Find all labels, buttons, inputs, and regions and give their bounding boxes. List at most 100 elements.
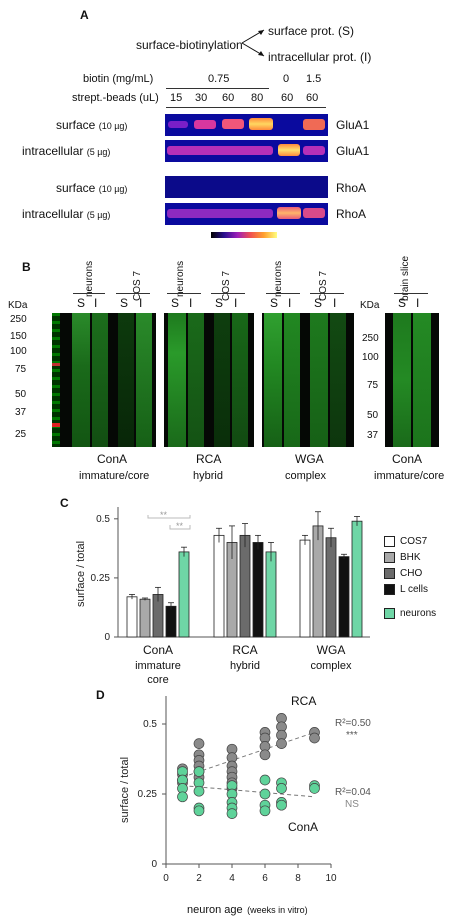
legend-label: CHO xyxy=(400,567,423,579)
bar-cos7 xyxy=(126,596,138,638)
kda-label-right: KDa xyxy=(360,300,380,311)
y-axis-title: surface / total xyxy=(119,757,131,823)
blot-surface-rhoa xyxy=(165,176,328,198)
data-point-rca xyxy=(193,738,205,749)
protein-label-glua1: GluA1 xyxy=(336,118,370,132)
cona-series-label: ConA xyxy=(288,820,319,834)
kda-marker: 100 xyxy=(10,346,27,357)
lectin-name: WGA xyxy=(295,452,324,466)
lane-label-s: S xyxy=(270,296,279,310)
lectin-type: immature/core xyxy=(79,470,150,482)
lane-label-s: S xyxy=(77,296,86,310)
legend-label: BHK xyxy=(400,551,421,563)
trend-line-rca xyxy=(182,731,315,778)
rca-significance: *** xyxy=(346,730,358,741)
data-point-cona xyxy=(193,785,205,797)
biotin-label: biotin (mg/mL) xyxy=(83,73,154,85)
bar-bhk xyxy=(312,525,324,638)
bar-cos7 xyxy=(299,539,311,638)
lane-label-s: S xyxy=(120,296,129,310)
lectin-name: ConA xyxy=(392,452,423,466)
beads-value: 80 xyxy=(251,92,264,104)
lane-label-s: S xyxy=(171,296,180,310)
x-category-label: core xyxy=(147,674,168,686)
kda-marker: 250 xyxy=(362,333,379,344)
gel-header: neurons xyxy=(273,260,284,297)
legend-label: COS7 xyxy=(400,535,428,547)
data-point-rca xyxy=(259,749,271,761)
x-tick-label: 10 xyxy=(325,873,337,884)
gel-header: neurons xyxy=(84,260,95,297)
lane-label-i: I xyxy=(139,296,143,310)
x-category-label: immature xyxy=(135,660,181,672)
panel-a-letter: A xyxy=(80,8,89,22)
header-underline xyxy=(73,293,105,294)
bar-l-cells xyxy=(252,542,264,638)
x-tick-label: 6 xyxy=(262,873,268,884)
blot-intracellular-glua1 xyxy=(165,140,328,162)
bar-bhk xyxy=(139,598,151,638)
bar-neurons xyxy=(351,520,363,638)
data-point-cona xyxy=(276,799,287,811)
significance-label: ** xyxy=(160,510,168,520)
bar-cos7 xyxy=(213,534,225,638)
scheme-intracellular-protein: intracellular prot. (I) xyxy=(268,50,372,64)
blot-surface-glua1 xyxy=(165,114,328,136)
bar-neurons xyxy=(178,551,190,638)
data-point-cona xyxy=(226,808,238,819)
lane-label-i: I xyxy=(416,296,420,310)
y-tick-label: 0 xyxy=(104,632,110,643)
blot-intracellular-rhoa xyxy=(165,203,328,225)
x-category-label: WGA xyxy=(317,643,346,657)
lane-label-i: I xyxy=(234,296,238,310)
panel-b-letter: B xyxy=(22,260,31,274)
gel-header: neurons xyxy=(175,260,186,297)
x-category-label: RCA xyxy=(232,643,257,657)
kda-marker: 75 xyxy=(367,380,379,391)
panel-c-letter: C xyxy=(60,496,69,510)
kda-marker: 150 xyxy=(10,331,27,342)
scheme-surface-protein: surface prot. (S) xyxy=(268,24,355,38)
legend-item: COS7 xyxy=(384,533,436,549)
data-point-rca xyxy=(309,732,320,744)
x-tick-label: 2 xyxy=(196,873,202,884)
kda-marker: 100 xyxy=(362,352,379,363)
legend-swatch xyxy=(384,607,395,619)
y-tick-label: 0.5 xyxy=(96,514,110,525)
legend-item: BHK xyxy=(384,549,436,565)
legend-item: L cells xyxy=(384,581,436,597)
kda-marker: 75 xyxy=(15,364,27,375)
x-axis-title: neuron age (weeks in vitro) xyxy=(187,904,308,916)
lectin-type: immature/core xyxy=(374,470,445,482)
biotin-value-0: 0 xyxy=(283,73,290,85)
beads-value: 60 xyxy=(281,92,294,104)
legend: COS7 BHK CHO L cells neurons xyxy=(384,533,436,621)
significance-label: ** xyxy=(176,521,184,531)
bar-chart: 0 0.25 0.5 surface / total ConA immature core R… xyxy=(75,507,370,686)
row-label: intracellular (5 µg) xyxy=(22,144,111,158)
scheme-surface-biotinylation: surface-biotinylation xyxy=(136,38,243,52)
beads-value: 30 xyxy=(195,92,208,104)
gel-header: brain slice xyxy=(400,255,411,301)
header-underline xyxy=(167,293,201,294)
biotin-value-0-75: 0.75 xyxy=(208,73,230,85)
legend-label: neurons xyxy=(400,607,437,619)
biotin-underline xyxy=(166,88,269,89)
row-label: surface (10 µg) xyxy=(56,181,128,195)
gel-cona-brain-slice xyxy=(385,313,439,447)
legend-swatch xyxy=(384,551,395,563)
gel-cona xyxy=(52,313,156,447)
kda-marker: 50 xyxy=(15,389,27,400)
y-axis-title: surface / total xyxy=(75,541,87,607)
gel-wga xyxy=(262,313,354,447)
kda-marker: 250 xyxy=(10,314,27,325)
lane-label-i: I xyxy=(288,296,292,310)
lane-label-s: S xyxy=(215,296,224,310)
data-point-cona xyxy=(276,783,287,794)
kda-marker: 37 xyxy=(367,430,379,441)
x-category-label: complex xyxy=(311,660,352,672)
beads-value: 60 xyxy=(222,92,235,104)
y-tick-label: 0.25 xyxy=(91,573,111,584)
beads-label: strept.-beads (uL) xyxy=(72,92,159,104)
header-underline xyxy=(310,293,344,294)
